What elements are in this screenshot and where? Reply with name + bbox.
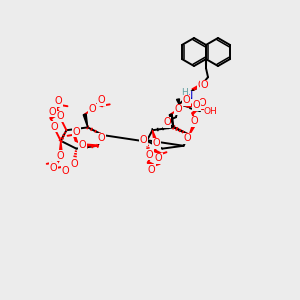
- Polygon shape: [83, 114, 88, 128]
- Text: N: N: [185, 91, 193, 101]
- Text: O: O: [98, 95, 106, 105]
- Text: O: O: [140, 136, 147, 146]
- Text: O: O: [183, 95, 190, 105]
- Text: O: O: [175, 104, 182, 114]
- Polygon shape: [189, 124, 196, 135]
- Text: O: O: [154, 153, 162, 163]
- Text: O: O: [61, 166, 69, 176]
- Text: O: O: [163, 117, 171, 127]
- Text: O: O: [197, 80, 205, 90]
- Text: O: O: [148, 165, 156, 175]
- Text: OH: OH: [204, 107, 218, 116]
- Text: H: H: [182, 88, 188, 97]
- Text: O: O: [192, 100, 200, 110]
- Text: O: O: [200, 80, 208, 90]
- Text: O: O: [146, 150, 154, 160]
- Text: O: O: [184, 134, 191, 143]
- Text: O: O: [73, 127, 80, 137]
- Text: O: O: [57, 111, 64, 121]
- Text: O: O: [79, 140, 86, 150]
- Text: O: O: [89, 104, 97, 114]
- Text: O: O: [198, 98, 206, 108]
- Text: O: O: [98, 134, 105, 143]
- Text: O: O: [153, 138, 160, 148]
- Polygon shape: [169, 114, 174, 128]
- Text: O: O: [57, 151, 64, 161]
- Text: O: O: [49, 107, 57, 117]
- Text: O: O: [70, 159, 78, 169]
- Text: O: O: [190, 116, 198, 126]
- Text: O: O: [50, 163, 58, 173]
- Polygon shape: [176, 99, 179, 104]
- Polygon shape: [59, 141, 62, 154]
- Text: O: O: [55, 96, 62, 106]
- Polygon shape: [152, 130, 157, 142]
- Text: O: O: [51, 122, 59, 132]
